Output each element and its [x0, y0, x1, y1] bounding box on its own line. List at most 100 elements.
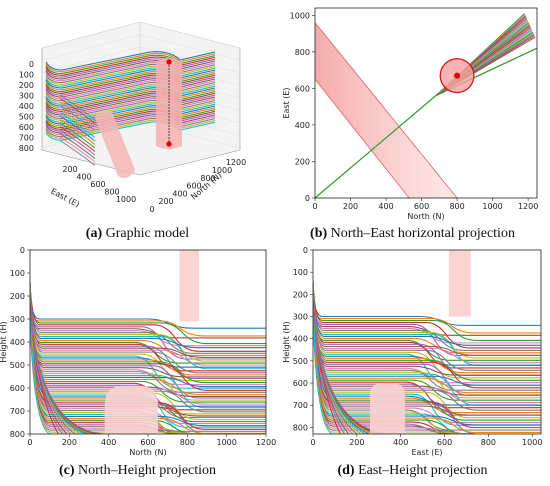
- x-tick-label: 200: [343, 202, 358, 211]
- north-tick-label: 1000: [212, 166, 232, 175]
- panel-d-svg: 0 200 400 600 800 1000 0 100 200 300 400 500 600 700 8…: [282, 246, 542, 457]
- trajectory-line: [313, 291, 541, 434]
- grid-line: [139, 21, 241, 49]
- y-tick-label: 800: [293, 423, 308, 432]
- y-tick-label: 100: [10, 269, 25, 278]
- vertical-cylinder: [156, 58, 182, 149]
- lower-surface-line: [59, 94, 96, 121]
- caption-b-tag: (b): [310, 226, 328, 241]
- north-tick-label: 400: [172, 189, 187, 198]
- north-tick-label: 800: [200, 174, 215, 183]
- y-tick-label: 200: [10, 292, 25, 301]
- x-tick-label: 800: [481, 438, 496, 447]
- tilted-cylinder: [95, 110, 135, 178]
- caption-d-text: East–Height projection: [358, 463, 488, 478]
- y-tick-label: 500: [10, 361, 25, 370]
- lower-surface-line: [59, 105, 96, 131]
- z-tick-label: 200: [19, 81, 34, 90]
- lower-surface-line: [59, 108, 96, 135]
- trajectory-line: [30, 292, 266, 434]
- z-tick-label: 500: [19, 113, 34, 122]
- x-tick-label: 1000: [522, 438, 542, 447]
- panel-b-svg: 0 200 400 600 800 1000 1200 0 200 400 600 800 1000 No…: [282, 7, 538, 221]
- y-tick-label: 300: [10, 315, 25, 324]
- z-tick-label: 400: [19, 102, 34, 111]
- trajectory-line: [313, 281, 541, 404]
- caption-c-tag: (c): [58, 463, 75, 478]
- cylinder-column: [179, 250, 200, 322]
- box-edges: [41, 48, 241, 176]
- lower-surface-line: [59, 133, 96, 159]
- panel-b-north-east: 0 200 400 600 800 1000 1200 0 200 400 600 800 1000 No…: [275, 0, 550, 225]
- trajectory-line: [313, 281, 541, 349]
- north-tick-label: 1200: [226, 158, 246, 167]
- lower-surface-line: [59, 140, 96, 166]
- cylinder-bottom-marker: [166, 141, 172, 147]
- band-edge-upper: [314, 22, 458, 199]
- north-tick-label: 200: [158, 197, 173, 206]
- lower-surface-line: [59, 136, 96, 163]
- y-tick-label: 500: [293, 357, 308, 366]
- x-tick-label: 400: [393, 438, 408, 447]
- panel-d-east-height: 0 200 400 600 800 1000 0 100 200 300 400 500 600 700 8…: [275, 246, 550, 457]
- caption-d-tag: (d): [337, 463, 355, 478]
- cylinder-column: [448, 250, 471, 317]
- north-tick-label: 600: [186, 182, 201, 191]
- x-tick-label: 0: [310, 438, 315, 447]
- caption-d: (d) East–Height projection: [275, 463, 550, 479]
- x-tick-label: 600: [140, 438, 155, 447]
- y-axis-label: East (E): [282, 87, 291, 118]
- grid-line: [41, 46, 141, 74]
- x-axis-label: North (N): [129, 448, 166, 457]
- cylinder-bump: [104, 385, 158, 434]
- east-tick-label: 800: [104, 188, 119, 197]
- panel-c-north-height: 0 200 400 600 800 1000 1200 0 100 200 300 400 500 600…: [0, 246, 276, 457]
- lower-surface-line: [59, 112, 96, 138]
- trajectory-line: [313, 284, 541, 379]
- grid-line: [139, 34, 241, 61]
- x-tick-label: 800: [180, 438, 195, 447]
- trajectory-line: [314, 47, 538, 199]
- z-tick-label: 100: [19, 71, 34, 80]
- east-tick-label: 400: [76, 173, 91, 182]
- trajectory-line: [313, 281, 541, 376]
- y-tick-label: 0: [303, 246, 308, 255]
- y-tick-label: 0: [305, 194, 310, 203]
- y-tick-label: 400: [293, 335, 308, 344]
- north-tick-label: 0: [149, 205, 154, 214]
- y-axis-label: Height (H): [282, 321, 291, 362]
- east-tick-label: 600: [90, 180, 105, 189]
- band-edge-lower: [314, 79, 410, 199]
- x-tick-label: 600: [437, 438, 452, 447]
- y-tick-label: 800: [10, 430, 25, 439]
- line-bundle: [313, 281, 541, 434]
- lower-surface-line: [59, 126, 96, 152]
- lower-curve: [30, 302, 106, 434]
- z-tick-label: 700: [19, 134, 34, 143]
- x-tick-label: 200: [349, 438, 364, 447]
- panel-c-svg: 0 200 400 600 800 1000 1200 0 100 200 300 400 500 600…: [0, 246, 276, 457]
- east-tick-label: 200: [62, 165, 77, 174]
- panel-a-3d-model: 0 100 200 300 400 500 600 700 800 200 400 600 800 100…: [0, 0, 275, 225]
- y-axis-label: Height (H): [0, 321, 8, 362]
- x-tick-label: 0: [312, 202, 317, 211]
- x-tick-label: 1200: [518, 202, 538, 211]
- x-tick-label: 400: [378, 202, 393, 211]
- x-tick-label: 200: [62, 438, 77, 447]
- cylinder-top-marker: [166, 59, 172, 65]
- lower-surface-line: [59, 129, 96, 156]
- y-tick-label: 300: [293, 313, 308, 322]
- y-tick-label: 100: [293, 268, 308, 277]
- caption-a: (a) Graphic model: [0, 226, 275, 242]
- y-tick-label: 1000: [290, 11, 310, 20]
- x-tick-label: 1200: [256, 438, 276, 447]
- grid-line: [41, 59, 141, 86]
- y-tick-label: 200: [295, 157, 310, 166]
- y-tick-label: 600: [293, 379, 308, 388]
- y-tick-label: 700: [293, 401, 308, 410]
- trajectory-line: [30, 285, 266, 382]
- lower-surface-line: [59, 119, 96, 145]
- plot-frame: [314, 7, 538, 199]
- lower-surface-line: [59, 115, 96, 142]
